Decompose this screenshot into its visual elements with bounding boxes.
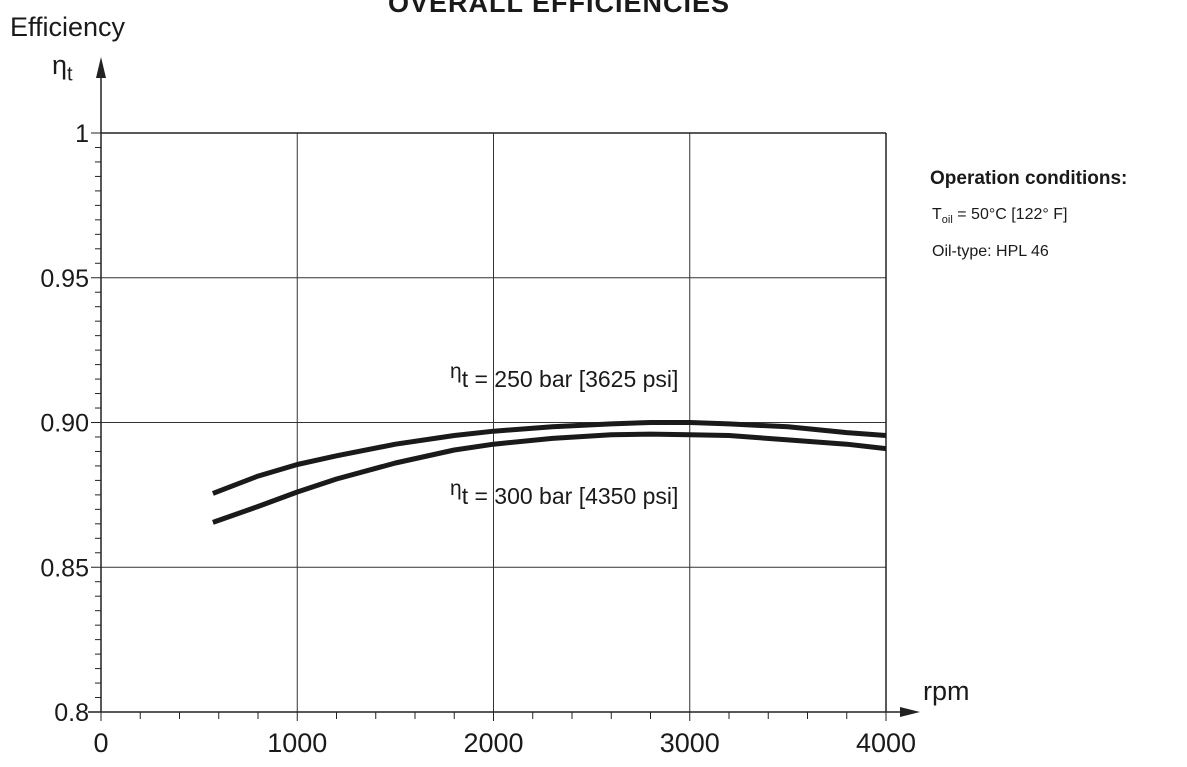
- y-axis-label: Efficiency: [10, 12, 126, 42]
- y-tick-label: 0.8: [54, 699, 89, 727]
- x-axis-arrow: [900, 707, 920, 717]
- x-tick-label: 0: [93, 728, 108, 758]
- conditions-heading: Operation conditions:: [930, 168, 1128, 189]
- oil-type: Oil-type: HPL 46: [932, 243, 1049, 261]
- x-tick-label: 1000: [267, 728, 327, 758]
- x-tick-label: 2000: [463, 728, 523, 758]
- series-label-text: = 300 bar [4350 psi]: [474, 483, 679, 509]
- series-label-sub: t: [461, 483, 469, 509]
- temp-symbol: T: [932, 206, 942, 223]
- series-label-sub: t: [461, 366, 469, 392]
- series-label-300-bar: ηt = 300 bar [4350 psi]: [450, 477, 679, 510]
- y-axis-symbol-sub: t: [67, 63, 73, 86]
- operation-conditions: Operation conditions: Toil = 50°C [122° …: [930, 168, 1127, 278]
- series-label-symbol: η: [450, 477, 462, 500]
- series-line-0: [212, 420, 887, 496]
- x-tick-label: 4000: [856, 728, 916, 758]
- y-axis-symbol-eta: η: [52, 50, 68, 80]
- series-label-text: = 250 bar [3625 psi]: [474, 366, 679, 392]
- y-tick-label: 0.85: [40, 554, 89, 582]
- series-label-250-bar: ηt = 250 bar [3625 psi]: [450, 360, 679, 393]
- y-tick-label: 1: [75, 120, 89, 148]
- y-axis-arrow: [96, 57, 106, 78]
- temp-text: = 50°C [122° F]: [957, 206, 1068, 223]
- y-tick-label: 0.95: [40, 265, 89, 293]
- y-tick-label: 0.90: [40, 410, 89, 438]
- series-line-1: [212, 431, 887, 525]
- chart-title: OVERALL EFFICIENCIES: [388, 0, 731, 18]
- oil-temperature: Toil = 50°C [122° F]: [932, 206, 1127, 226]
- x-tick-label: 3000: [660, 728, 720, 758]
- x-axis-label: rpm: [923, 676, 970, 706]
- y-axis-symbol: ηt: [52, 50, 73, 86]
- temp-sub: oil: [941, 214, 953, 227]
- series-label-symbol: η: [450, 360, 462, 383]
